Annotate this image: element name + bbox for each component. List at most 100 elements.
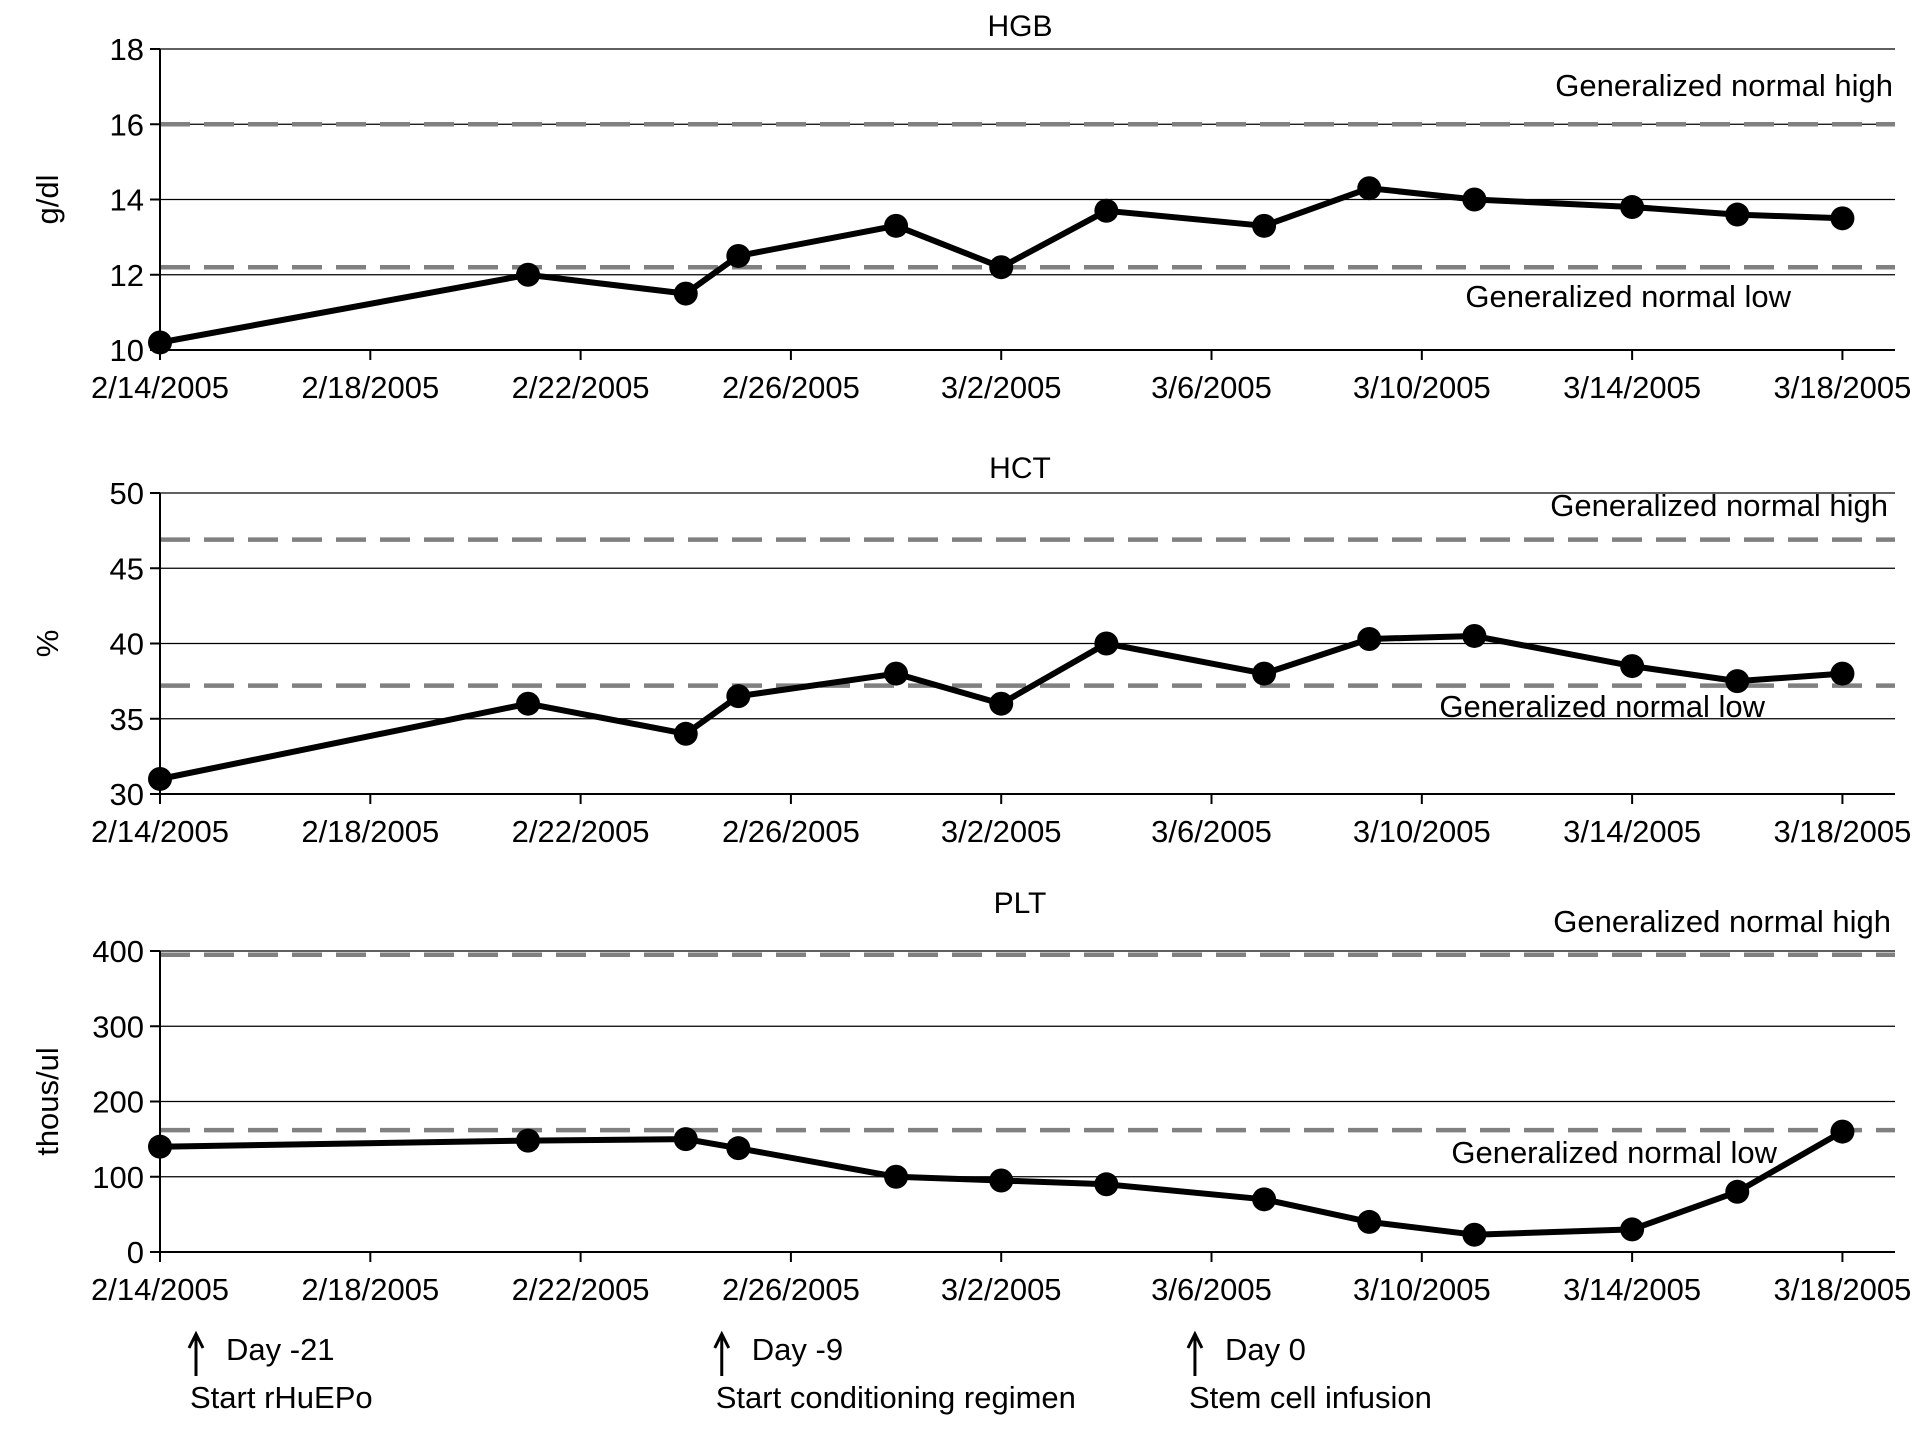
- normal-low-label: Generalized normal low: [1465, 279, 1791, 314]
- data-point: [516, 1128, 541, 1153]
- y-tick-label: 12: [110, 258, 144, 293]
- y-axis-label: %: [30, 630, 65, 658]
- y-tick-label: 45: [110, 551, 144, 586]
- data-point: [989, 691, 1014, 716]
- normal-low-label: Generalized normal low: [1439, 689, 1765, 724]
- data-point: [673, 721, 698, 746]
- x-tick-label: 2/26/2005: [722, 814, 860, 849]
- x-tick-label: 3/18/2005: [1773, 814, 1911, 849]
- annotation-event: Start conditioning regimen: [716, 1380, 1076, 1415]
- data-point: [516, 691, 541, 716]
- data-point: [1725, 669, 1750, 694]
- y-tick-label: 30: [110, 777, 144, 812]
- data-point: [516, 262, 541, 287]
- chart-panel-hgb: Generalized normal high Generalized norma…: [30, 10, 1911, 405]
- x-tick-label: 2/26/2005: [722, 1272, 860, 1307]
- y-axis-label: thous/ul: [30, 1047, 65, 1156]
- data-point: [1830, 661, 1855, 686]
- data-point: [148, 766, 172, 791]
- y-tick-label: 40: [110, 627, 144, 662]
- x-tick-label: 3/18/2005: [1773, 370, 1911, 405]
- y-axis-label: g/dl: [30, 175, 65, 225]
- y-tick-label: 300: [92, 1009, 144, 1044]
- data-point: [1357, 1209, 1382, 1234]
- data-point: [1252, 213, 1277, 238]
- y-tick-label: 400: [92, 934, 144, 969]
- data-point: [148, 330, 172, 355]
- y-tick-label: 35: [110, 702, 144, 737]
- data-point: [1094, 198, 1119, 223]
- y-tick-label: 14: [110, 183, 144, 218]
- x-tick-label: 2/14/2005: [91, 814, 229, 849]
- y-tick-label: 0: [127, 1235, 144, 1270]
- data-point: [148, 1134, 172, 1159]
- x-tick-label: 2/18/2005: [301, 370, 439, 405]
- up-arrow-icon: [187, 1330, 205, 1376]
- data-point: [884, 661, 909, 686]
- y-tick-label: 18: [110, 32, 144, 67]
- annotation-event: Stem cell infusion: [1189, 1380, 1432, 1415]
- normal-high-label: Generalized normal high: [1550, 488, 1888, 523]
- data-point: [1620, 195, 1645, 220]
- data-point: [726, 243, 751, 268]
- data-point: [989, 255, 1014, 280]
- x-tick-label: 3/10/2005: [1353, 814, 1491, 849]
- data-point: [1252, 661, 1277, 686]
- y-tick-label: 200: [92, 1085, 144, 1120]
- annotation-day: Day 0: [1225, 1332, 1306, 1367]
- data-point: [1830, 206, 1855, 231]
- annotation-day: Day -21: [226, 1332, 335, 1367]
- normal-high-label: Generalized normal high: [1555, 68, 1893, 103]
- x-tick-label: 3/10/2005: [1353, 370, 1491, 405]
- data-point: [1462, 1222, 1487, 1247]
- up-arrow-icon: [713, 1330, 731, 1376]
- y-tick-label: 100: [92, 1160, 144, 1195]
- x-tick-label: 2/18/2005: [301, 1272, 439, 1307]
- data-point: [1725, 202, 1750, 227]
- x-tick-label: 2/22/2005: [512, 814, 650, 849]
- data-point: [884, 1164, 909, 1189]
- annotation-day: Day -9: [752, 1332, 843, 1367]
- annotation-event: Start rHuEPo: [190, 1380, 373, 1415]
- data-point: [1462, 187, 1487, 212]
- x-tick-label: 2/26/2005: [722, 370, 860, 405]
- x-tick-label: 3/14/2005: [1563, 814, 1701, 849]
- data-point: [673, 281, 698, 306]
- normal-high-label: Generalized normal high: [1553, 904, 1891, 939]
- x-tick-label: 2/22/2005: [512, 370, 650, 405]
- x-tick-label: 3/2/2005: [941, 814, 1062, 849]
- chart-title: PLT: [994, 887, 1047, 920]
- data-point: [884, 213, 909, 238]
- data-point: [726, 684, 751, 709]
- data-point: [1357, 176, 1382, 201]
- up-arrow-icon: [1186, 1330, 1204, 1376]
- x-tick-label: 2/22/2005: [512, 1272, 650, 1307]
- x-tick-label: 3/14/2005: [1563, 370, 1701, 405]
- normal-low-label: Generalized normal low: [1451, 1135, 1777, 1170]
- data-point: [726, 1136, 751, 1161]
- data-point: [1094, 631, 1119, 656]
- x-tick-label: 3/10/2005: [1353, 1272, 1491, 1307]
- data-point: [989, 1168, 1014, 1193]
- data-point: [1462, 623, 1487, 648]
- data-point: [1252, 1187, 1277, 1212]
- data-point: [673, 1127, 698, 1152]
- x-tick-label: 2/14/2005: [91, 370, 229, 405]
- x-tick-label: 2/18/2005: [301, 814, 439, 849]
- data-point: [1620, 1217, 1645, 1242]
- chart-panel-plt: Generalized normal high Generalized norma…: [30, 887, 1911, 1307]
- y-tick-label: 50: [110, 476, 144, 511]
- data-point: [1357, 626, 1382, 651]
- data-point: [1725, 1179, 1750, 1204]
- timeline-annotations: Day -21 Start rHuEPo Day -9 Start condition…: [187, 1330, 1432, 1415]
- data-point: [1830, 1119, 1855, 1144]
- y-tick-label: 10: [110, 333, 144, 368]
- x-tick-label: 3/2/2005: [941, 370, 1062, 405]
- x-tick-label: 3/18/2005: [1773, 1272, 1911, 1307]
- y-tick-label: 16: [110, 107, 144, 142]
- chart-title: HGB: [987, 10, 1052, 43]
- x-tick-label: 2/14/2005: [91, 1272, 229, 1307]
- data-point: [1094, 1172, 1119, 1197]
